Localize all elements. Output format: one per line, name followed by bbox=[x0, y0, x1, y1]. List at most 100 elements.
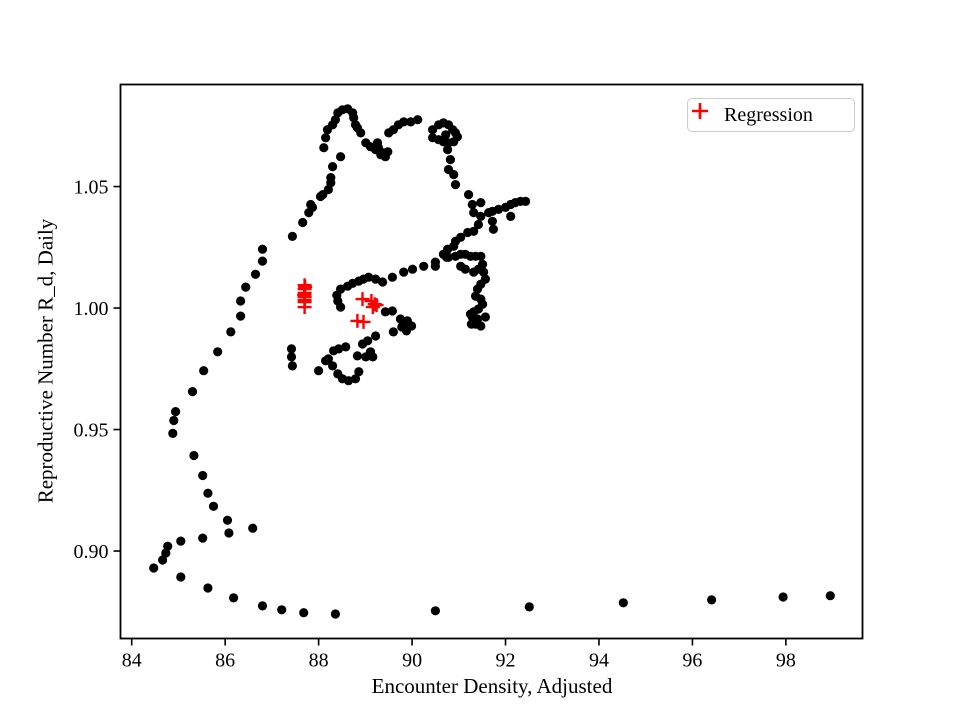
x-tick-label: 94 bbox=[589, 650, 609, 672]
data-point bbox=[428, 133, 438, 143]
data-point bbox=[236, 311, 246, 321]
data-point bbox=[171, 407, 181, 417]
y-tick-label: 0.90 bbox=[74, 541, 109, 563]
data-point bbox=[168, 428, 178, 438]
data-point bbox=[399, 117, 409, 127]
data-point bbox=[241, 282, 251, 292]
data-point bbox=[287, 361, 297, 371]
data-point bbox=[450, 180, 461, 190]
data-point bbox=[476, 251, 486, 261]
data-point bbox=[229, 593, 239, 603]
data-point bbox=[299, 608, 309, 618]
data-point bbox=[319, 143, 329, 153]
data-point bbox=[306, 199, 316, 210]
data-point bbox=[189, 450, 199, 461]
data-point bbox=[208, 501, 219, 511]
data-point bbox=[363, 336, 373, 346]
data-point bbox=[413, 115, 423, 125]
data-point bbox=[368, 352, 378, 362]
data-point bbox=[161, 548, 171, 558]
data-point bbox=[465, 309, 476, 319]
data-point bbox=[323, 184, 333, 195]
data-point bbox=[395, 314, 405, 324]
data-point bbox=[371, 331, 381, 341]
data-point bbox=[473, 219, 483, 230]
data-point bbox=[356, 128, 366, 138]
data-point bbox=[469, 208, 479, 218]
data-point bbox=[707, 595, 717, 605]
data-point bbox=[334, 344, 344, 354]
data-point bbox=[352, 351, 362, 361]
data-point bbox=[336, 284, 346, 294]
data-point bbox=[463, 227, 473, 238]
data-point bbox=[286, 352, 297, 362]
data-point bbox=[476, 211, 486, 221]
legend-box: Regression bbox=[687, 98, 855, 132]
data-point bbox=[524, 602, 534, 612]
data-point bbox=[226, 327, 236, 337]
x-axis-label: Encounter Density, Adjusted bbox=[371, 674, 613, 698]
data-point bbox=[350, 374, 361, 384]
data-point bbox=[343, 376, 354, 386]
regression-point bbox=[356, 314, 371, 329]
legend-label: Regression bbox=[724, 103, 813, 126]
data-point bbox=[380, 307, 390, 317]
data-point bbox=[387, 272, 397, 282]
data-point bbox=[199, 366, 209, 376]
data-point bbox=[323, 354, 333, 364]
data-point bbox=[406, 117, 416, 127]
plus-icon bbox=[692, 103, 708, 119]
data-point bbox=[321, 133, 331, 143]
data-point bbox=[371, 274, 381, 284]
data-point bbox=[419, 261, 429, 271]
data-point bbox=[476, 321, 486, 331]
data-point bbox=[277, 605, 287, 615]
data-point bbox=[383, 147, 393, 157]
data-point bbox=[466, 319, 476, 329]
data-point bbox=[328, 361, 338, 371]
data-point bbox=[236, 296, 246, 306]
data-point bbox=[445, 155, 455, 165]
data-point bbox=[314, 366, 324, 376]
y-axis-label: Reproductive Number R_d, Daily bbox=[33, 218, 58, 504]
data-point bbox=[488, 224, 498, 234]
data-point bbox=[387, 306, 397, 316]
y-tick-label: 1.00 bbox=[74, 298, 109, 320]
data-point bbox=[388, 327, 398, 337]
data-point bbox=[298, 217, 308, 228]
data-point bbox=[430, 257, 440, 267]
data-point bbox=[315, 191, 326, 202]
y-tick-label: 1.05 bbox=[74, 177, 109, 199]
data-point bbox=[399, 267, 409, 277]
data-point bbox=[330, 609, 340, 619]
data-point bbox=[430, 606, 440, 616]
data-point bbox=[248, 523, 258, 533]
data-point bbox=[378, 277, 388, 287]
data-point bbox=[778, 592, 788, 602]
data-point bbox=[472, 284, 483, 294]
data-point bbox=[326, 173, 336, 183]
data-point bbox=[287, 231, 297, 241]
data-point bbox=[257, 244, 268, 254]
data-point bbox=[257, 256, 268, 266]
regression-point bbox=[297, 300, 312, 315]
data-point bbox=[443, 145, 453, 155]
x-tick-label: 84 bbox=[122, 650, 142, 672]
data-point bbox=[203, 583, 213, 593]
data-point bbox=[304, 208, 314, 218]
regression-point bbox=[369, 298, 384, 313]
x-tick-label: 98 bbox=[776, 650, 796, 672]
data-point bbox=[442, 252, 452, 262]
data-point bbox=[487, 216, 497, 226]
data-point bbox=[213, 347, 223, 357]
data-point bbox=[476, 198, 486, 208]
data-point bbox=[467, 199, 477, 210]
axes-spines bbox=[119, 83, 864, 640]
data-point bbox=[198, 470, 208, 481]
data-point bbox=[176, 536, 186, 546]
data-point bbox=[257, 601, 268, 611]
data-point bbox=[222, 515, 233, 525]
data-point bbox=[449, 170, 459, 180]
data-point bbox=[493, 204, 504, 214]
